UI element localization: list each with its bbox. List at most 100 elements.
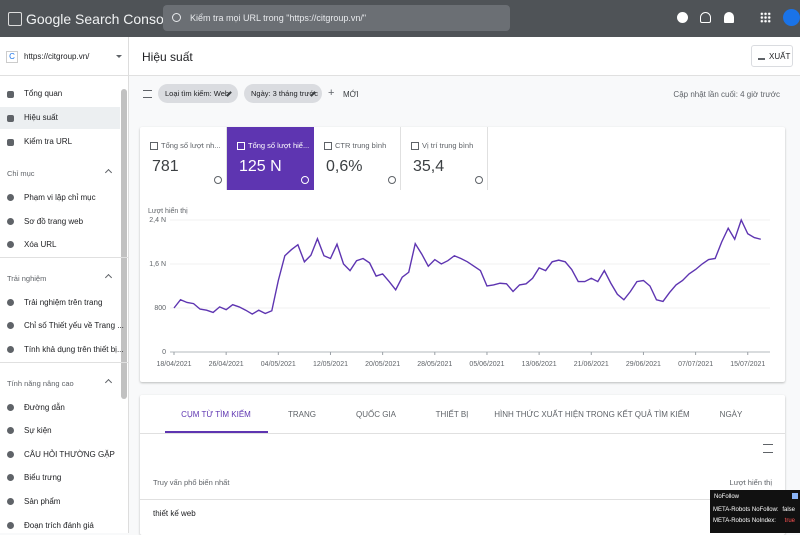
help-icon[interactable] bbox=[677, 12, 688, 23]
metric-checkbox bbox=[411, 142, 419, 150]
meta-label: META-Robots NoFollow: bbox=[713, 507, 779, 513]
metric-label: Tổng số lượt nh... bbox=[161, 141, 221, 150]
nav-item[interactable]: Xóa URL bbox=[24, 240, 57, 250]
tab[interactable]: TRANG bbox=[288, 410, 316, 419]
nav-item[interactable]: Biểu trưng bbox=[24, 473, 62, 483]
apps-icon[interactable] bbox=[760, 12, 771, 23]
x-tick-label: 26/04/2021 bbox=[209, 361, 244, 368]
query-cell[interactable]: thiết kế web bbox=[153, 509, 196, 518]
nav-icon bbox=[7, 450, 14, 458]
tab[interactable]: CỤM TỪ TÌM KIẾM bbox=[181, 410, 251, 419]
y-tick-label: 0 bbox=[162, 349, 166, 356]
collapse-icon[interactable] bbox=[104, 273, 113, 281]
x-tick-label: 13/06/2021 bbox=[522, 361, 557, 368]
divider bbox=[0, 256, 128, 258]
extension-icon[interactable] bbox=[792, 493, 798, 499]
metric-value: 781 bbox=[152, 158, 179, 175]
metric-card[interactable]: Tổng số lượt hiể... 125 N bbox=[227, 127, 314, 190]
collapse-icon[interactable] bbox=[104, 168, 113, 177]
property-name[interactable]: https://citgroup.vn/ bbox=[24, 52, 90, 61]
y-axis-label: Lượt hiển thị bbox=[148, 207, 188, 215]
nav-icon bbox=[7, 194, 14, 201]
chip-label: Loại tìm kiếm: Web bbox=[165, 89, 230, 98]
filter-chip[interactable]: Ngày: 3 tháng trước bbox=[244, 84, 322, 103]
metric-card[interactable]: Vị trí trung bình 35,4 bbox=[401, 127, 488, 190]
dropdown-arrow[interactable] bbox=[116, 55, 122, 61]
nav-item[interactable]: Đường dẫn bbox=[24, 402, 65, 412]
page-title: Hiệu suất bbox=[142, 50, 193, 64]
chip-label: Ngày: 3 tháng trước bbox=[251, 89, 319, 98]
metric-label: Vị trí trung bình bbox=[422, 141, 474, 150]
y-tick-label: 2,4 N bbox=[149, 217, 166, 224]
nav-active-bg bbox=[0, 107, 120, 129]
metric-value: 0,6% bbox=[326, 158, 363, 175]
section-title: Tính năng nâng cao bbox=[7, 378, 74, 388]
bell-icon[interactable] bbox=[724, 12, 734, 23]
filter-icon[interactable] bbox=[143, 90, 152, 98]
sidebar: C https://citgroup.vn/ Tổng quan Hiệu suấ… bbox=[0, 37, 129, 533]
top-bar: Google Search Console Kiểm tra mọi URL t… bbox=[0, 0, 800, 37]
column-header: Lượt hiển thị bbox=[729, 478, 772, 487]
tab[interactable]: THIẾT BỊ bbox=[435, 410, 469, 419]
nav-item[interactable]: Sơ đồ trang web bbox=[24, 216, 84, 226]
export-button[interactable]: XUẤT bbox=[751, 45, 793, 67]
section-title: Trải nghiệm bbox=[7, 273, 47, 283]
meta-value: true bbox=[784, 518, 795, 524]
nav-item[interactable]: Kiểm tra URL bbox=[24, 137, 73, 146]
nav-item[interactable]: Chỉ số Thiết yếu về Trang ... bbox=[24, 321, 124, 331]
nav-icon bbox=[7, 521, 14, 529]
metric-checkbox bbox=[237, 142, 245, 150]
nav-item[interactable]: Sự kiện bbox=[24, 426, 52, 436]
menu-icon[interactable] bbox=[8, 12, 22, 26]
info-icon bbox=[214, 176, 222, 184]
filter-chip[interactable]: Loại tìm kiếm: Web bbox=[158, 84, 238, 103]
metric-label: CTR trung bình bbox=[335, 141, 387, 150]
tab[interactable]: QUỐC GIA bbox=[355, 410, 397, 419]
nav-icon bbox=[7, 498, 14, 505]
x-tick-label: 28/05/2021 bbox=[417, 361, 452, 368]
collapse-icon[interactable] bbox=[104, 378, 113, 386]
x-tick-label: 15/07/2021 bbox=[730, 361, 765, 368]
nav-icon bbox=[7, 474, 14, 482]
nav-item[interactable]: Phạm vi lập chỉ mục bbox=[24, 193, 96, 202]
tab[interactable]: HÌNH THỨC XUẤT HIỆN TRONG KẾT QUẢ TÌM KI… bbox=[494, 410, 690, 419]
page-header: Hiệu suất XUẤT bbox=[129, 37, 800, 76]
users-icon[interactable] bbox=[700, 12, 711, 23]
nav-item[interactable]: Sản phẩm bbox=[24, 497, 61, 506]
extension-title: NoFollow bbox=[714, 494, 740, 500]
last-updated: Cập nhật lần cuối: 4 giờ trước bbox=[673, 90, 780, 99]
table-filter-icon[interactable] bbox=[763, 444, 773, 453]
search-icon bbox=[172, 13, 181, 22]
nav-item[interactable]: Hiệu suất bbox=[24, 113, 58, 122]
nav-item[interactable]: CÂU HỎI THƯỜNG GẶP bbox=[24, 449, 115, 459]
search-placeholder: Kiểm tra mọi URL trong "https://citgroup… bbox=[190, 13, 367, 23]
export-label: XUẤT bbox=[769, 52, 791, 61]
active-tab-indicator bbox=[165, 431, 268, 433]
metric-label: Tổng số lượt hiể... bbox=[248, 141, 310, 150]
avatar[interactable] bbox=[783, 9, 800, 26]
metric-card[interactable]: CTR trung bình 0,6% bbox=[314, 127, 401, 190]
metric-checkbox bbox=[324, 142, 332, 150]
search-box[interactable]: Kiểm tra mọi URL trong "https://citgroup… bbox=[163, 5, 510, 31]
table-card: Truy vấn phổ biến nhất Lượt hiển thị thi… bbox=[140, 395, 785, 535]
x-tick-label: 12/05/2021 bbox=[313, 361, 348, 368]
plus-icon: + bbox=[328, 87, 335, 99]
meta-value: false bbox=[782, 507, 795, 513]
chart: Lượt hiển thị 0 800 1,6 N 2,4 N 18/04/2021 26/… bbox=[148, 207, 770, 368]
metric-card[interactable]: Tổng số lượt nh... 781 bbox=[140, 127, 227, 190]
nav-icon bbox=[7, 91, 14, 98]
scrollbar[interactable] bbox=[121, 89, 127, 399]
nav-item[interactable]: Tính khả dụng trên thiết bị... bbox=[24, 345, 124, 354]
x-tick-label: 29/06/2021 bbox=[626, 361, 661, 368]
nav-icon bbox=[7, 322, 14, 330]
nav-icon bbox=[7, 427, 14, 435]
x-tick-label: 18/04/2021 bbox=[156, 361, 191, 368]
new-filter[interactable]: MỚI bbox=[343, 90, 359, 99]
product-name: Google Search Console bbox=[26, 11, 175, 27]
tab[interactable]: NGÀY bbox=[719, 410, 743, 419]
nav-item[interactable]: Trải nghiệm trên trang bbox=[24, 297, 103, 307]
metric-value: 35,4 bbox=[413, 158, 445, 175]
nav-item[interactable]: Đoạn trích đánh giá bbox=[24, 520, 94, 530]
nav-item[interactable]: Tổng quan bbox=[24, 89, 63, 98]
